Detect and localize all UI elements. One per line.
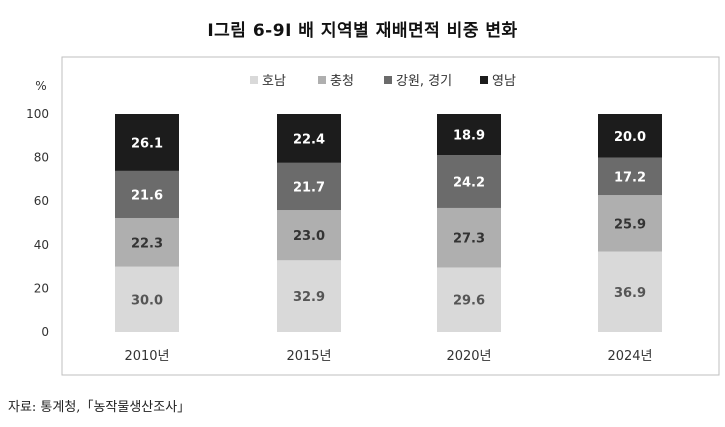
x-tick-label: 2024년 <box>607 349 652 364</box>
data-label: 25.9 <box>614 217 646 232</box>
legend-label: 호남 <box>262 74 286 89</box>
bar-segment <box>437 114 501 156</box>
stacked-bar-chart: 호남 충청 강원, 경기 영남 % 0 20 40 60 80 100 30.0 22.3 21.6… <box>26 56 720 376</box>
x-tick-label: 2020년 <box>446 349 491 364</box>
bar-segment <box>115 170 179 218</box>
y-axis: 0 20 40 60 80 100 <box>26 107 49 339</box>
legend-label: 강원, 경기 <box>396 74 452 89</box>
data-label: 20.0 <box>614 130 646 145</box>
y-tick-label: 100 <box>26 107 49 121</box>
y-axis-unit: % <box>35 79 46 93</box>
legend-swatch <box>480 76 488 84</box>
bar-segment <box>277 114 341 163</box>
data-label: 21.7 <box>293 180 325 195</box>
bars: 30.0 22.3 21.6 26.1 32.9 23.0 21.7 22.4 29.6 27.3… <box>115 114 662 332</box>
data-label: 23.0 <box>293 229 325 244</box>
bar-segment <box>277 260 341 332</box>
y-tick-label: 60 <box>34 194 49 208</box>
y-tick-label: 40 <box>34 238 49 252</box>
legend-label: 영남 <box>492 74 516 89</box>
data-label: 21.6 <box>131 188 163 203</box>
bar-segment <box>598 157 662 196</box>
bar-segment <box>437 267 501 332</box>
data-label: 26.1 <box>131 136 163 151</box>
y-tick-label: 0 <box>41 325 49 339</box>
data-label: 22.3 <box>131 236 163 251</box>
legend-swatch <box>250 76 258 84</box>
data-label: 29.6 <box>453 294 485 309</box>
data-label: 17.2 <box>614 170 646 185</box>
bar-segment <box>598 251 662 332</box>
data-label: 18.9 <box>453 129 485 144</box>
chart-title: Ⅰ그림 6-9Ⅰ 배 지역별 재배면적 비중 변화 <box>207 21 518 41</box>
bar-segment <box>277 210 341 261</box>
bar-segment <box>598 114 662 158</box>
data-label: 36.9 <box>614 286 646 301</box>
bar-segment <box>437 207 501 268</box>
x-axis: 2010년 2015년 2020년 2024년 <box>124 349 652 364</box>
legend: 호남 충청 강원, 경기 영남 <box>250 74 516 89</box>
legend-label: 충청 <box>330 74 354 89</box>
bar-segment <box>115 114 179 171</box>
data-label: 27.3 <box>453 232 485 247</box>
bar-segment <box>277 162 341 211</box>
legend-swatch <box>318 76 326 84</box>
x-tick-label: 2010년 <box>124 349 169 364</box>
data-label: 32.9 <box>293 290 325 305</box>
bar-segment <box>115 266 179 332</box>
data-label: 22.4 <box>293 132 325 147</box>
bar-segment <box>598 195 662 252</box>
bar-segment <box>115 217 179 267</box>
bar-segment <box>437 155 501 208</box>
y-tick-label: 20 <box>34 281 49 295</box>
data-label: 24.2 <box>453 176 485 191</box>
x-tick-label: 2015년 <box>286 349 331 364</box>
y-tick-label: 80 <box>34 151 49 165</box>
data-label: 30.0 <box>131 293 163 308</box>
legend-swatch <box>384 76 392 84</box>
source-note: 자료: 통계청,「농작물생산조사」 <box>8 400 191 415</box>
